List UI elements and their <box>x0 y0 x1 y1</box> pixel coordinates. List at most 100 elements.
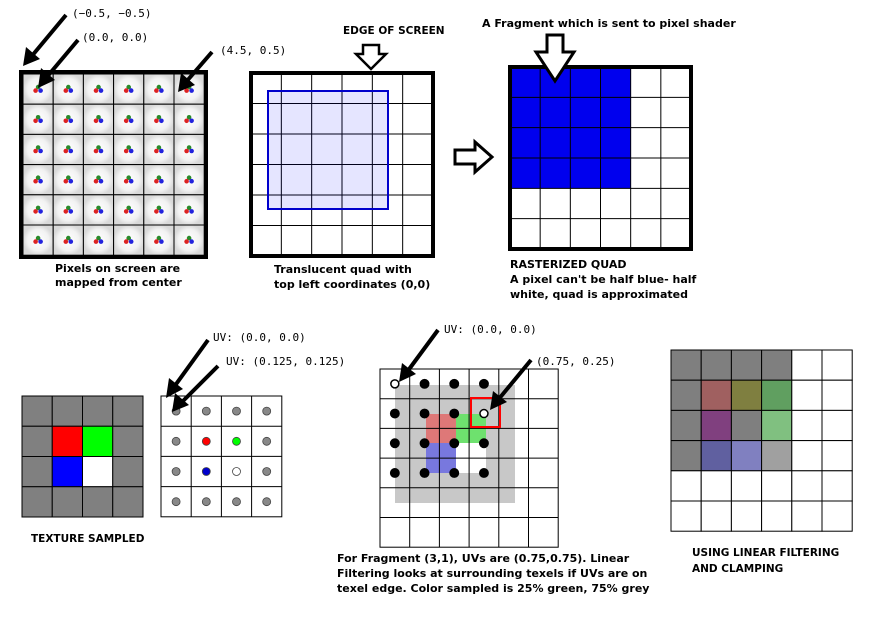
subpixel-dot <box>66 145 71 150</box>
filtered-cell <box>670 349 702 381</box>
subpixel-dot <box>184 178 189 184</box>
sampling-grid <box>379 368 559 548</box>
subpixel-dot <box>189 148 194 154</box>
caption-line: white, quad is approximated <box>510 288 688 301</box>
subpixel-dot <box>98 239 104 244</box>
subpixel-dot <box>189 239 194 244</box>
filtered-cell <box>700 440 732 472</box>
subpixel-dot <box>189 209 194 214</box>
subpixel-dot <box>66 205 71 211</box>
filtered-cell <box>761 440 793 472</box>
filtered-cell <box>821 500 853 532</box>
texel <box>51 486 83 518</box>
subpixel-dot <box>68 118 74 124</box>
subpixel-dot <box>123 178 129 184</box>
subpixel-dot <box>184 209 189 214</box>
caption-line: For Fragment (3,1), UVs are (0.75,0.75).… <box>337 552 630 565</box>
filtered-cell <box>670 409 702 442</box>
sample-point <box>479 438 489 449</box>
subpixel-dot <box>159 178 164 184</box>
subpixel-dot <box>38 209 43 214</box>
subpixel-dot <box>33 239 38 244</box>
sample-point <box>419 408 430 419</box>
filtered-cell <box>791 409 823 442</box>
subpixel-dot <box>93 88 99 93</box>
filtered-cell <box>761 470 793 502</box>
subpixel-dot <box>98 209 104 214</box>
subpixel-dot <box>184 239 189 244</box>
sample-point <box>419 438 430 449</box>
subpixel-dot <box>159 118 164 124</box>
subpixel-dot <box>126 145 131 150</box>
subpixel-dot <box>128 148 134 154</box>
subpixel-dot <box>96 205 101 211</box>
subpixel-dot <box>68 209 74 214</box>
coordinate-label: (−0.5, −0.5) <box>72 7 151 20</box>
texel <box>82 456 114 488</box>
texel-center-dot <box>201 436 211 446</box>
caption-line: AND CLAMPING <box>692 563 783 575</box>
subpixel-dot <box>98 118 104 124</box>
subpixel-dot <box>63 239 69 244</box>
caption-line: texel edge. Color sampled is 25% green, … <box>337 582 649 595</box>
uv-arrows <box>166 338 220 412</box>
texture-4x4 <box>21 395 144 518</box>
subpixel-dot <box>186 115 192 120</box>
sample-point <box>390 379 400 389</box>
subpixel-dot <box>123 148 129 154</box>
filtered-cell <box>761 349 793 381</box>
subpixel-dot <box>98 88 104 93</box>
subpixel-dot <box>156 205 162 211</box>
subpixel-dot <box>159 88 164 93</box>
subpixel-dot <box>156 115 162 120</box>
uv-label: (0.75, 0.25) <box>536 355 615 368</box>
texel <box>112 456 144 488</box>
subpixel-dot <box>68 88 74 93</box>
subpixel-dot <box>33 178 38 184</box>
subpixel-dot <box>33 88 38 93</box>
filtered-cell <box>821 349 853 381</box>
panel-heading: EDGE OF SCREEN <box>343 25 445 37</box>
sample-point <box>389 408 400 419</box>
subpixel-dot <box>156 235 162 241</box>
uv-label: UV: (0.0, 0.0) <box>444 323 537 336</box>
texel <box>112 425 144 457</box>
filtered-cell <box>791 500 823 532</box>
texel <box>82 395 114 427</box>
panel-heading: A Fragment which is sent to pixel shader <box>482 17 736 30</box>
subpixel-dot <box>126 84 131 90</box>
pixel-cell <box>82 194 115 226</box>
coordinate-label: (4.5, 0.5) <box>220 44 286 57</box>
filtered-cell <box>761 379 793 411</box>
subpixel-dot <box>186 175 192 180</box>
subpixel-dot <box>123 118 129 124</box>
subpixel-dot <box>159 148 164 154</box>
filtered-cell <box>700 500 732 532</box>
subpixel-dot <box>154 118 159 124</box>
texel <box>21 486 53 518</box>
subpixel-dot <box>93 148 99 154</box>
subpixel-dot <box>184 148 189 154</box>
subpixel-dot <box>96 175 101 180</box>
filtered-cell <box>700 470 732 502</box>
filtered-cell <box>761 500 793 532</box>
caption-line: Pixels on screen are <box>55 262 180 275</box>
texel-center-dot <box>171 436 181 446</box>
right-arrow-icon <box>453 138 495 176</box>
texel-center-dot <box>171 497 181 507</box>
subpixel-dot <box>154 239 159 244</box>
subpixel-dot <box>68 148 74 154</box>
subpixel-dot <box>189 118 194 124</box>
subpixel-dot <box>66 115 71 120</box>
coordinate-arrows <box>23 13 214 92</box>
filtered-cell <box>761 409 793 442</box>
filtered-cell <box>730 349 763 381</box>
subpixel-dot <box>35 205 41 211</box>
filtered-cell <box>670 500 702 532</box>
texel-center-dot <box>232 497 241 507</box>
subpixel-dot <box>35 145 41 150</box>
sample-point <box>479 408 489 419</box>
filtered-cell <box>791 349 823 381</box>
